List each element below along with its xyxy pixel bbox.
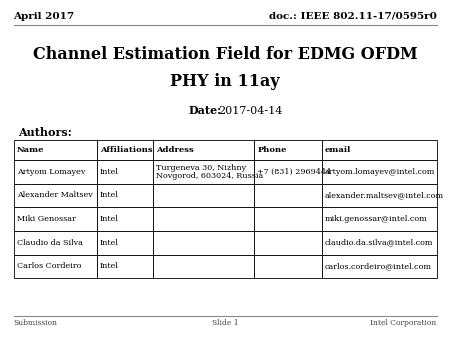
Text: Name: Name: [17, 146, 44, 154]
Bar: [97, 231, 153, 255]
Text: Intel: Intel: [100, 215, 119, 223]
Bar: [153, 160, 254, 184]
Text: artyom.lomayev@intel.com: artyom.lomayev@intel.com: [325, 168, 435, 176]
Text: Intel: Intel: [100, 168, 119, 176]
Bar: [14, 184, 97, 207]
Text: Phone: Phone: [257, 146, 287, 154]
Text: April 2017: April 2017: [14, 12, 75, 21]
Bar: [97, 255, 153, 278]
Bar: [14, 255, 97, 278]
Bar: [14, 160, 97, 184]
Bar: [97, 140, 153, 160]
Text: carlos.cordeiro@intel.com: carlos.cordeiro@intel.com: [325, 262, 432, 270]
Text: Date:: Date:: [189, 105, 222, 116]
Bar: [14, 140, 97, 160]
Bar: [153, 231, 254, 255]
Bar: [97, 184, 153, 207]
Text: +7 (831) 2969444: +7 (831) 2969444: [257, 168, 332, 176]
Text: Address: Address: [156, 146, 194, 154]
Bar: [254, 231, 322, 255]
Bar: [153, 184, 254, 207]
Bar: [254, 160, 322, 184]
Text: claudio.da.silva@intel.com: claudio.da.silva@intel.com: [325, 239, 433, 247]
Bar: [322, 140, 436, 160]
Bar: [14, 207, 97, 231]
Bar: [322, 255, 436, 278]
Text: doc.: IEEE 802.11-17/0595r0: doc.: IEEE 802.11-17/0595r0: [269, 12, 436, 21]
Text: Turgeneva 30, Nizhny: Turgeneva 30, Nizhny: [156, 164, 246, 172]
Bar: [322, 231, 436, 255]
Bar: [254, 140, 322, 160]
Text: Authors:: Authors:: [18, 127, 72, 138]
Text: Alexander Maltsev: Alexander Maltsev: [17, 191, 92, 199]
Bar: [153, 207, 254, 231]
Text: Carlos Cordeiro: Carlos Cordeiro: [17, 262, 81, 270]
Bar: [322, 207, 436, 231]
Text: Artyom Lomayev: Artyom Lomayev: [17, 168, 85, 176]
Bar: [97, 207, 153, 231]
Text: Intel: Intel: [100, 191, 119, 199]
Bar: [97, 160, 153, 184]
Text: email: email: [325, 146, 351, 154]
Text: Intel: Intel: [100, 262, 119, 270]
Bar: [153, 255, 254, 278]
Bar: [254, 255, 322, 278]
Text: alexander.maltsev@intel.com: alexander.maltsev@intel.com: [325, 191, 444, 199]
Text: Affiliations: Affiliations: [100, 146, 153, 154]
Text: miki.genossar@intel.com: miki.genossar@intel.com: [325, 215, 428, 223]
Text: Channel Estimation Field for EDMG OFDM: Channel Estimation Field for EDMG OFDM: [33, 46, 417, 63]
Text: 2017-04-14: 2017-04-14: [218, 106, 283, 116]
Text: Novgorod, 603024, Russia: Novgorod, 603024, Russia: [156, 172, 263, 180]
Bar: [254, 184, 322, 207]
Text: PHY in 11ay: PHY in 11ay: [170, 73, 280, 90]
Bar: [153, 140, 254, 160]
Bar: [322, 184, 436, 207]
Bar: [322, 160, 436, 184]
Bar: [254, 207, 322, 231]
Text: Miki Genossar: Miki Genossar: [17, 215, 76, 223]
Text: Slide 1: Slide 1: [212, 319, 239, 328]
Text: Claudio da Silva: Claudio da Silva: [17, 239, 82, 247]
Bar: [14, 231, 97, 255]
Text: Intel Corporation: Intel Corporation: [370, 319, 436, 328]
Text: Submission: Submission: [14, 319, 58, 328]
Text: Intel: Intel: [100, 239, 119, 247]
